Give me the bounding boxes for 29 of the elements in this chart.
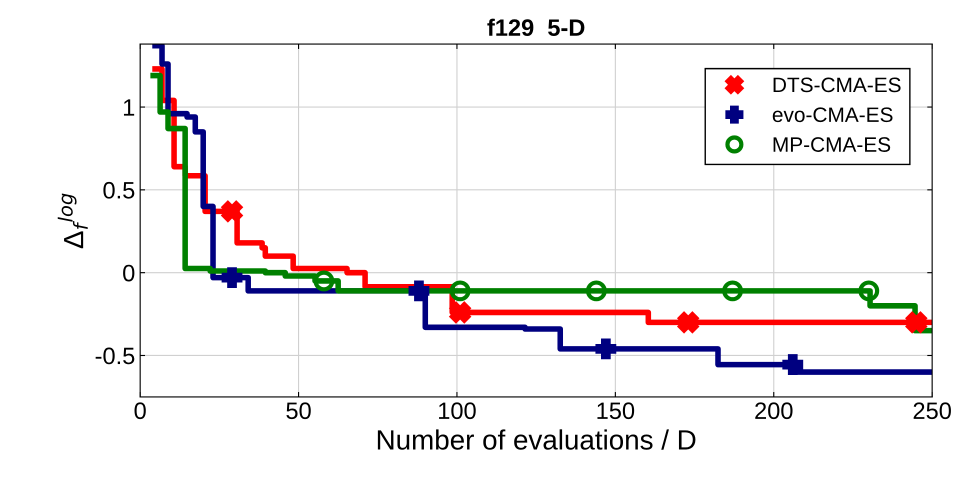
x-tick-label: 50 <box>286 402 311 420</box>
point <box>222 267 242 288</box>
x-tick-label: 0 <box>134 402 146 420</box>
chart-title: f129 5-D <box>487 18 584 36</box>
point <box>408 280 430 302</box>
x-axis-title: Number of evaluations / D <box>378 429 696 450</box>
y-tick-label: 1 <box>124 99 134 116</box>
x-tick-label: 150 <box>597 402 634 420</box>
y-axis-title: Δ$_{f}$$^{log}$ <box>58 194 88 248</box>
point <box>722 280 743 302</box>
legend-label: MP-CMA-ES <box>774 137 890 152</box>
point <box>858 280 880 302</box>
legend-label: evo-CMA-ES <box>772 107 892 122</box>
x-tick-label: 250 <box>914 402 951 420</box>
x-tick-label: 100 <box>439 402 476 420</box>
x-tick-label: 200 <box>755 402 793 420</box>
point <box>678 312 699 333</box>
point <box>313 270 334 292</box>
point <box>906 312 927 333</box>
y-tick-label: -0.5 <box>96 348 134 364</box>
legend-label: DTS-CMA-ES <box>774 78 901 92</box>
point <box>595 338 616 360</box>
y-tick-label: 0 <box>123 264 134 282</box>
y-tick-label: 0.5 <box>103 182 134 199</box>
point <box>450 280 471 302</box>
point <box>222 200 242 222</box>
point <box>450 302 471 323</box>
point <box>782 354 804 376</box>
point <box>586 280 607 302</box>
